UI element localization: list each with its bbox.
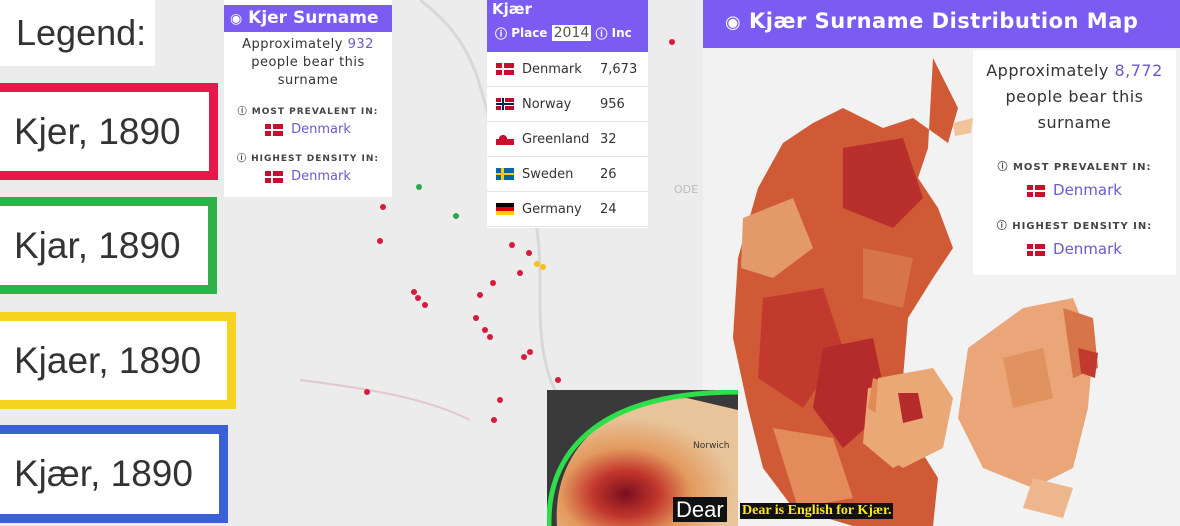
- count: 932: [347, 37, 374, 52]
- cell: Norway: [522, 96, 572, 112]
- label: MOST PREVALENT IN:: [251, 107, 379, 117]
- country: Denmark: [291, 169, 351, 184]
- country: Denmark: [1053, 181, 1122, 199]
- table-row: Norway 956: [487, 87, 648, 122]
- legend-item: Kjær, 1890: [0, 425, 228, 523]
- legend-item: Kjaer, 1890: [0, 312, 236, 409]
- caption: Dear is English for Kjær.: [740, 503, 894, 519]
- legend-title: Legend:: [0, 0, 155, 66]
- surname: surname: [277, 73, 339, 88]
- heat-inset: Norwich: [547, 390, 738, 526]
- cell: Greenland: [522, 131, 590, 147]
- table-row: Sweden 26: [487, 157, 648, 192]
- map-label: ODE: [674, 183, 698, 196]
- word-label: Dear: [673, 497, 727, 522]
- approx: Approximately: [242, 37, 343, 52]
- kjaer-card: Approximately 8,772 people bear this sur…: [973, 50, 1176, 275]
- label: MOST PREVALENT IN:: [1012, 162, 1152, 173]
- kjer-card: ◉ Kjer Surname Approximately 932 people …: [224, 0, 392, 197]
- denmark-map: [733, 58, 1098, 526]
- country: Denmark: [1053, 240, 1122, 258]
- cell: 7,673: [600, 61, 638, 77]
- label: HIGHEST DENSITY IN:: [251, 154, 380, 164]
- country: Denmark: [291, 122, 351, 137]
- header: Inc: [611, 26, 632, 40]
- table-row: Germany 24: [487, 192, 648, 227]
- cell: 24: [600, 201, 617, 217]
- table-title: Kjær: [487, 0, 548, 18]
- cell: 26: [600, 166, 617, 182]
- cell: Sweden: [522, 166, 574, 182]
- legend-item: Kjar, 1890: [0, 197, 217, 294]
- kjaer-table: Kjær ⓘ Place 2014 ⓘ Inc Denmark 7,673 Nor…: [487, 0, 648, 228]
- header: Place: [511, 26, 548, 40]
- approx: Approximately: [986, 61, 1109, 80]
- people: people bear this: [1005, 87, 1144, 106]
- cell: 32: [600, 131, 617, 147]
- table-row: Denmark 7,673: [487, 52, 648, 87]
- label: HIGHEST DENSITY IN:: [1012, 221, 1153, 232]
- header: 2014: [551, 25, 592, 41]
- place-label: Norwich: [693, 441, 729, 451]
- card-title: Kjer Surname: [248, 8, 379, 28]
- table-row: Greenland 32: [487, 122, 648, 157]
- distribution-panel: ◉ Kjær Surname Distribution Map Approxim…: [703, 0, 1180, 526]
- surname: surname: [1037, 113, 1112, 132]
- people: people bear this: [251, 55, 365, 70]
- count: 8,772: [1114, 61, 1163, 80]
- cell: Denmark: [522, 61, 582, 77]
- cell: 956: [600, 96, 625, 112]
- cell: Germany: [522, 201, 582, 217]
- panel-title: Kjær Surname Distribution Map: [749, 9, 1139, 33]
- legend-item: Kjer, 1890: [0, 83, 218, 180]
